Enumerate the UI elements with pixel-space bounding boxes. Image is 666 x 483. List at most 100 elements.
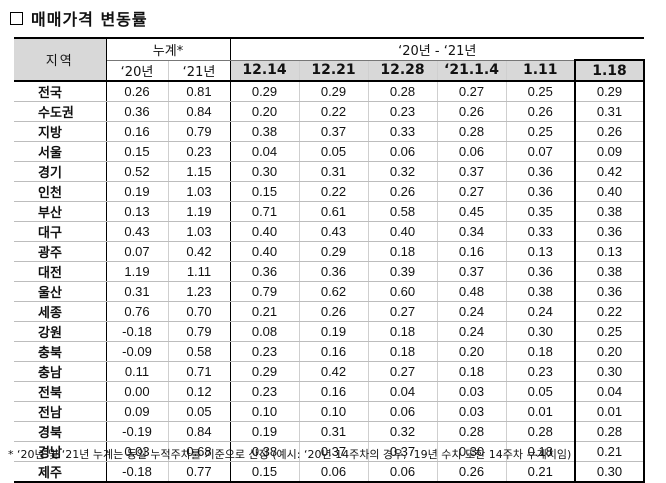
week-cell-current: 0.01 (574, 401, 645, 422)
week-cell: 0.18 (506, 441, 575, 462)
week-col-header: 1.11 (506, 60, 575, 82)
week-cell: 0.22 (299, 181, 369, 202)
week-cell: 0.61 (299, 201, 369, 222)
table-row: 충북 -0.09 0.58 0.23 0.16 0.18 0.20 0.18 0.20 (14, 341, 645, 362)
week-cell: 0.36 (506, 261, 575, 282)
region-cell: 서울 (14, 141, 107, 162)
week-cell: 0.15 (230, 181, 300, 202)
week-cell: 0.30 (506, 321, 575, 342)
cumulative-2020-cell: 1.19 (106, 261, 169, 282)
region-cell: 경기 (14, 161, 107, 182)
week-cell: 0.26 (437, 101, 507, 122)
week-cell-current: 0.40 (574, 181, 645, 202)
week-cell: 0.39 (368, 261, 438, 282)
region-cell: 지방 (14, 121, 107, 142)
cumulative-2020-cell: 0.15 (106, 141, 169, 162)
week-col-header: 12.28 (368, 60, 438, 82)
week-cell: 0.19 (230, 421, 300, 442)
table-row: 대구 0.43 1.03 0.40 0.43 0.40 0.34 0.33 0.36 (14, 221, 645, 242)
table-row: 전북 0.00 0.12 0.23 0.16 0.04 0.03 0.05 0.04 (14, 381, 645, 402)
week-cell: 0.06 (299, 461, 369, 483)
week-cell: 0.21 (230, 301, 300, 322)
week-cell: 0.23 (230, 341, 300, 362)
region-cell: 광주 (14, 241, 107, 262)
cumulative-2021-cell: 0.79 (168, 321, 231, 342)
cumulative-2020-cell: -0.18 (106, 321, 169, 342)
week-cell: 0.04 (368, 381, 438, 402)
week-cell-current: 0.30 (574, 461, 645, 483)
week-cell: 0.16 (299, 341, 369, 362)
cumulative-2020-cell: 0.52 (106, 161, 169, 182)
week-cell: 0.36 (506, 181, 575, 202)
week-cell: 0.18 (506, 341, 575, 362)
week-col-header: 12.14 (230, 60, 300, 82)
week-cell: 0.07 (506, 141, 575, 162)
table-row: 강원 -0.18 0.79 0.08 0.19 0.18 0.24 0.30 0.25 (14, 321, 645, 342)
cumulative-2021-cell: 0.84 (168, 101, 231, 122)
week-cell: 0.03 (437, 401, 507, 422)
checkbox-icon (10, 11, 23, 25)
cumulative-2020-cell: 0.11 (106, 361, 169, 382)
table-row: 제주 -0.18 0.77 0.15 0.06 0.06 0.26 0.21 0.30 (14, 461, 645, 483)
week-cell: 0.43 (299, 221, 369, 242)
table-row: 울산 0.31 1.23 0.79 0.62 0.60 0.48 0.38 0.36 (14, 281, 645, 302)
region-cell: 경북 (14, 421, 107, 442)
week-col-header: 12.21 (299, 60, 369, 82)
table-body: 전국 0.26 0.81 0.29 0.29 0.28 0.27 0.25 0.29 수도권 0.3… (14, 81, 645, 483)
week-col-header-current: 1.18 (574, 59, 645, 82)
week-cell: 0.25 (506, 121, 575, 142)
week-cell: 0.29 (299, 241, 369, 262)
week-cell: 0.01 (506, 401, 575, 422)
region-cell: 제주 (14, 461, 107, 483)
region-cell: 인천 (14, 181, 107, 202)
week-cell-current: 0.36 (574, 281, 645, 302)
cumulative-2021-cell: 0.79 (168, 121, 231, 142)
page-title-block: 매매가격 변동률 (10, 6, 148, 30)
region-cell: 전국 (14, 81, 107, 102)
region-cell: 강원 (14, 321, 107, 342)
week-cell: 0.15 (230, 461, 300, 483)
table-row: 수도권 0.36 0.84 0.20 0.22 0.23 0.26 0.26 0.31 (14, 101, 645, 122)
region-cell: 세종 (14, 301, 107, 322)
week-cell: 0.62 (299, 281, 369, 302)
cumulative-2021-cell: 0.84 (168, 421, 231, 442)
week-cell: 0.37 (368, 441, 438, 462)
week-cell: 0.18 (437, 361, 507, 382)
cumulative-2020-cell: 0.09 (106, 401, 169, 422)
week-cell-current: 0.31 (574, 101, 645, 122)
cumulative-2021-cell: 0.05 (168, 401, 231, 422)
cumulative-2020-cell: 0.36 (106, 101, 169, 122)
region-cell: 부산 (14, 201, 107, 222)
cumulative-col-header: ‘20년 (106, 60, 169, 82)
week-cell-current: 0.28 (574, 421, 645, 442)
cumulative-2021-cell: 1.23 (168, 281, 231, 302)
week-cell: 0.24 (506, 301, 575, 322)
week-cell: 0.60 (368, 281, 438, 302)
table-row: 대전 1.19 1.11 0.36 0.36 0.39 0.37 0.36 0.38 (14, 261, 645, 282)
week-cell: 0.45 (437, 201, 507, 222)
week-cell: 0.23 (368, 101, 438, 122)
cumulative-2021-cell: 0.81 (168, 81, 231, 102)
region-cell: 전남 (14, 401, 107, 422)
week-cell: 0.03 (437, 381, 507, 402)
week-cell: 0.06 (437, 141, 507, 162)
cumulative-2021-cell: 0.71 (168, 361, 231, 382)
week-cell: 0.28 (368, 81, 438, 102)
week-cell-current: 0.29 (574, 81, 645, 102)
week-cell: 0.25 (506, 81, 575, 102)
week-cell: 0.40 (230, 241, 300, 262)
cumulative-2020-cell: 0.13 (106, 201, 169, 222)
week-cell: 0.08 (230, 321, 300, 342)
week-cell: 0.29 (230, 361, 300, 382)
table-row: 충남 0.11 0.71 0.29 0.42 0.27 0.18 0.23 0.30 (14, 361, 645, 382)
cumulative-2021-cell: 1.11 (168, 261, 231, 282)
week-col-header: ‘21.1.4 (437, 60, 507, 82)
cumulative-2020-cell: 0.16 (106, 121, 169, 142)
week-cell: 0.06 (368, 461, 438, 483)
week-cell: 0.38 (506, 281, 575, 302)
page-title: 매매가격 변동률 (31, 10, 148, 29)
period-group-header: ‘20년 - ‘21년 (230, 37, 644, 61)
week-cell: 0.27 (368, 361, 438, 382)
week-cell-current: 0.09 (574, 141, 645, 162)
week-cell: 0.06 (368, 401, 438, 422)
